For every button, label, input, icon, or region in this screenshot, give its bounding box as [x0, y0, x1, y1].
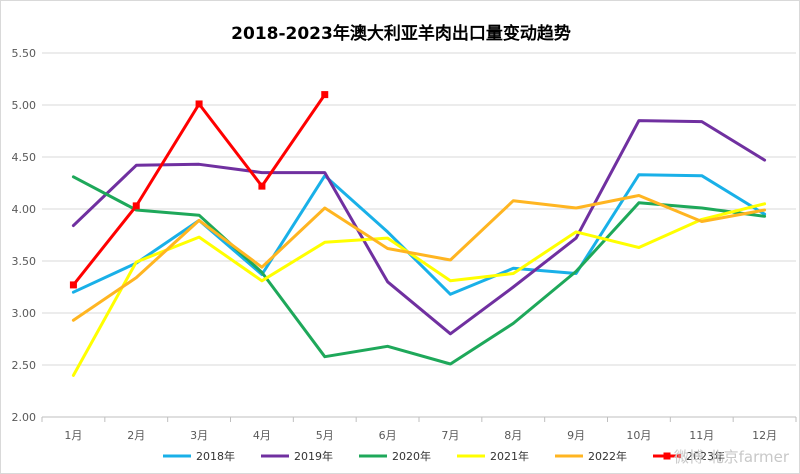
y-tick-label: 4.00 — [12, 203, 37, 216]
y-tick-label: 2.00 — [12, 411, 37, 424]
legend-marker-5 — [663, 452, 671, 460]
x-tick-label: 9月 — [567, 429, 585, 442]
series-line-0 — [71, 173, 767, 296]
legend-label-0: 2018年 — [196, 449, 235, 463]
legend-label-2: 2020年 — [392, 449, 431, 463]
series-line-2 — [71, 175, 767, 366]
x-tick-label: 10月 — [626, 429, 651, 442]
series-point-5 — [69, 281, 77, 289]
watermark: 微博 北京farmer — [673, 448, 789, 466]
series-point-5 — [258, 182, 266, 190]
y-tick-label: 4.50 — [12, 151, 37, 164]
x-tick-label: 12月 — [752, 429, 777, 442]
x-tick-label: 6月 — [379, 429, 397, 442]
x-tick-label: 7月 — [441, 429, 459, 442]
series-point-5 — [195, 100, 203, 108]
x-tick-label: 1月 — [64, 429, 82, 442]
y-tick-label: 3.50 — [12, 255, 37, 268]
legend-label-1: 2019年 — [294, 449, 333, 463]
legend-label-5: 2023年 — [686, 449, 725, 463]
x-tick-label: 2月 — [127, 429, 145, 442]
legend-label-4: 2022年 — [588, 449, 627, 463]
chart-title: 2018-2023年澳大利亚羊肉出口量变动趋势 — [231, 24, 571, 44]
x-tick-label: 3月 — [190, 429, 208, 442]
x-tick-label: 4月 — [253, 429, 271, 442]
series-line-4 — [71, 194, 767, 322]
x-tick-label: 5月 — [316, 429, 334, 442]
series-point-5 — [321, 91, 329, 99]
x-tick-label: 11月 — [689, 429, 714, 442]
series-line-1 — [71, 119, 767, 336]
series-line-3 — [71, 202, 767, 377]
series-point-5 — [132, 202, 140, 210]
y-tick-label: 5.00 — [12, 99, 37, 112]
y-tick-label: 3.00 — [12, 307, 37, 320]
x-tick-label: 8月 — [504, 429, 522, 442]
y-tick-label: 2.50 — [12, 359, 37, 372]
legend-label-3: 2021年 — [490, 449, 529, 463]
y-tick-label: 5.50 — [12, 47, 37, 60]
